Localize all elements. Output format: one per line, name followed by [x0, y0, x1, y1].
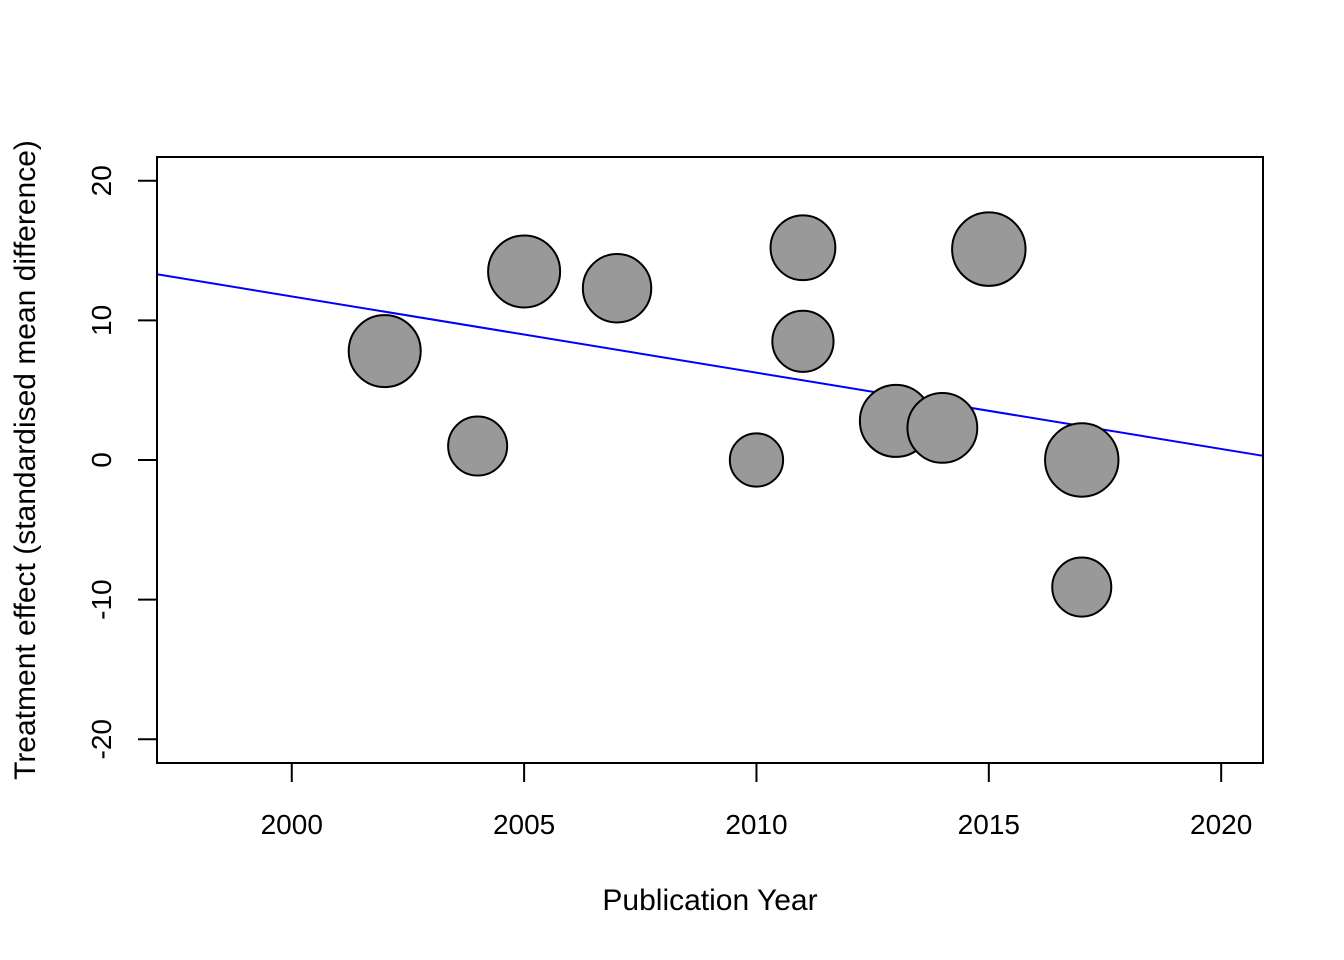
data-point	[728, 432, 785, 488]
data-point	[581, 253, 653, 324]
data-point	[1044, 422, 1120, 498]
data-point	[447, 415, 509, 477]
y-axis-title: Treatment effect (standardised mean diff…	[9, 140, 42, 780]
x-axis-title: Publication Year	[602, 884, 817, 917]
data-point	[769, 214, 837, 282]
y-tick-label: -20	[86, 719, 117, 759]
data-point	[1051, 556, 1113, 618]
x-tick-label: 2000	[261, 809, 323, 840]
x-tick-label: 2005	[493, 809, 555, 840]
data-point	[771, 309, 835, 373]
y-tick-label: 0	[86, 452, 117, 468]
y-tick-label: 20	[86, 165, 117, 196]
y-tick-label: -10	[86, 579, 117, 619]
x-tick-label: 2015	[958, 809, 1020, 840]
data-point	[487, 234, 562, 309]
data-point	[906, 391, 979, 464]
x-tick-label: 2020	[1190, 809, 1252, 840]
data-point	[347, 314, 422, 389]
data-point	[951, 211, 1027, 287]
x-tick-label: 2010	[725, 809, 787, 840]
y-tick-label: 10	[86, 305, 117, 336]
